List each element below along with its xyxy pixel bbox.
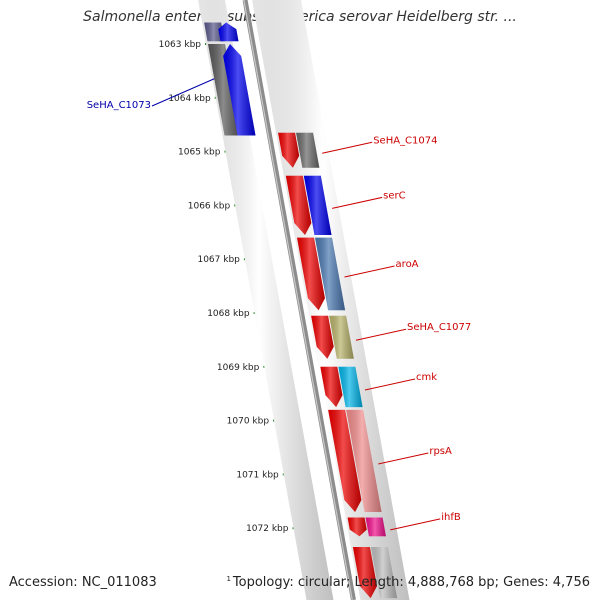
gene-track-cmk [338,366,363,408]
gene-track-seha_c1074 [296,132,320,168]
genome-backbone [242,0,356,600]
feature-tracks [198,0,410,600]
gene-label-cmk: cmk [416,372,437,383]
gene-arrow-aroa [296,237,325,311]
gene-label-seha_c1074: SeHA_C1074 [373,135,437,146]
forward-lane [198,0,334,600]
leader-line-serc [332,196,383,209]
gene-arrow-rpsa [328,409,362,513]
gene-arrow-cmk [320,366,343,408]
small-mark: 1 [226,575,231,583]
gene-arrow-seha_c1074 [278,132,300,168]
accession-label: Accession: NC_011083 [9,575,157,590]
gene-arrow-partial [218,22,239,42]
ruler-tick-label: 1063 kbp [159,40,202,50]
ruler-tick-label: 1065 kbp [178,148,221,158]
gene-label-ihfb: ihfB [441,512,461,523]
gene-label-seha_c1077: SeHA_C1077 [407,322,471,333]
gene-arrow-ihfb [347,517,367,537]
gene-arrow-partial [352,547,377,599]
gene-track-aroa [314,237,346,311]
topology-stats: Topology: circular; Length: 4,888,768 bp… [232,575,590,590]
ruler-tick-label: 1068 kbp [207,309,250,319]
gene-track-partial [370,547,398,599]
leader-line-aroa [344,265,395,278]
gene-label-serc: serC [383,190,405,201]
leader-line-seha_c1073 [151,78,215,107]
gene-track-rpsa [346,409,382,513]
gene-arrow-serc [285,175,312,235]
gene-arrow-seha_c1077 [311,315,334,359]
gene-track-seha_c1077 [329,315,354,359]
gene-label-seha_c1073: SeHA_C1073 [87,100,151,111]
ruler-tick-label: 1071 kbp [236,470,279,480]
ruler-tick-label: 1070 kbp [227,417,270,427]
ruler-tick-label: 1072 kbp [246,524,289,534]
gene-arrow-seha_c1073 [223,44,256,136]
backbone-highlight [243,0,353,600]
gene-track-seha_c1073 [208,44,242,136]
ruler-tick-label: 1069 kbp [217,363,260,373]
leader-line-ihfb [390,518,441,531]
gene-label-rpsa: rpsA [429,446,452,457]
ruler-tick-label: 1064 kbp [168,94,211,104]
backbone-line [242,0,356,600]
leader-line-seha_c1077 [355,328,407,341]
gene-labels: SeHA_C1073 SeHA_C1074 serC aroA SeHA_C1077cm… [87,78,471,531]
leader-line-rpsa [378,452,429,465]
gene-track-partial [204,22,225,42]
leader-line-seha_c1074 [322,141,373,154]
leader-line-cmk [364,378,416,391]
gene-track-ihfb [365,517,386,537]
ruler-tick-label: 1066 kbp [188,201,231,211]
ruler-tick-label: 1067 kbp [197,255,240,265]
gene-track-serc [303,175,332,235]
genome-stats: 1 Topology: circular; Length: 4,888,768 b… [226,575,590,590]
gene-label-aroa: aroA [396,259,419,270]
